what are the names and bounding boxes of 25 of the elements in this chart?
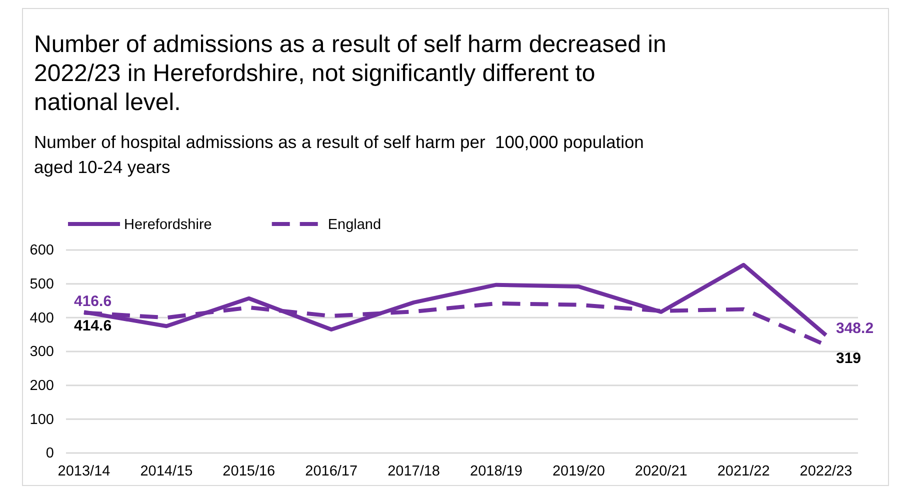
y-tick-label: 0 [46, 446, 54, 462]
x-tick-label: 2019/20 [552, 463, 605, 480]
data-label: 348.2 [836, 320, 874, 338]
chart-subtitle: Number of hospital admissions as a result of self harm per 100,000 population aged 10-24 years [34, 132, 649, 177]
y-tick-label: 200 [30, 378, 54, 394]
y-tick-label: 300 [30, 344, 54, 360]
legend-label: Herefordshire [124, 217, 212, 233]
chart-title: Number of admissions as a result of self harm decreased in 2022/23 in Herefordshire, not significantly different to national level. [34, 31, 666, 116]
data-label: 414.6 [74, 318, 112, 335]
x-tick-label: 2017/18 [388, 463, 440, 480]
x-tick-label: 2021/22 [717, 463, 770, 480]
y-tick-label: 400 [30, 310, 54, 326]
data-label: 319 [836, 350, 862, 368]
data-label: 416.6 [74, 293, 112, 310]
x-tick-label: 2020/21 [634, 463, 688, 480]
legend-label: England [328, 217, 382, 233]
x-tick-label: 2022/23 [800, 463, 852, 480]
x-tick-label: 2015/16 [222, 463, 276, 480]
y-tick-label: 500 [30, 276, 54, 292]
x-tick-label: 2014/15 [140, 463, 193, 480]
y-tick-label: 100 [30, 412, 54, 428]
x-tick-label: 2016/17 [305, 463, 358, 480]
x-tick-label: 2018/19 [470, 463, 522, 480]
y-tick-label: 600 [30, 242, 54, 259]
x-tick-label: 2013/14 [58, 463, 110, 480]
